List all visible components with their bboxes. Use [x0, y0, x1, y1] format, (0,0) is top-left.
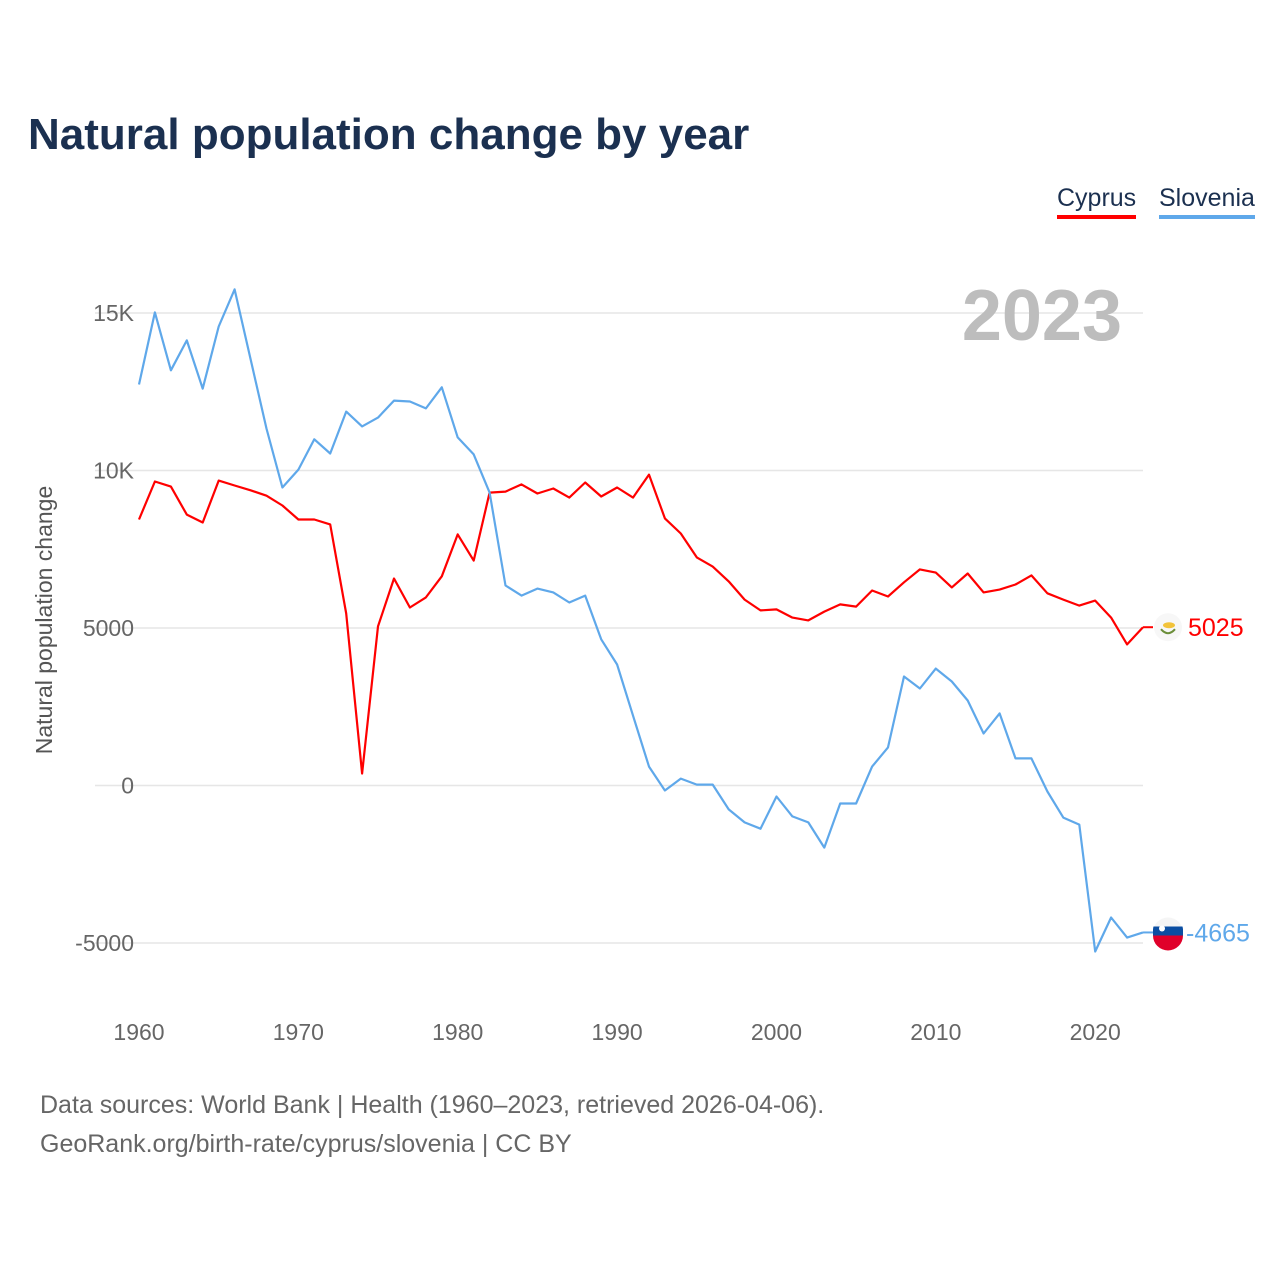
flag-blue-top: [1153, 926, 1183, 930]
y-tick-label: -5000: [75, 930, 134, 956]
x-tick-label: 2000: [751, 1019, 802, 1045]
y-tick-label: 5000: [83, 615, 134, 641]
slovenia-flag-icon: [1153, 917, 1183, 951]
x-tick-label: 1980: [432, 1019, 483, 1045]
y-tick-label: 10K: [93, 458, 135, 484]
end-value-label-cyprus: 5025: [1188, 614, 1244, 642]
flag-coat-of-arms: [1159, 925, 1165, 932]
cyprus-flag-icon: [1154, 613, 1182, 642]
footer-sources: Data sources: World Bank | Health (1960–…: [40, 1091, 825, 1119]
footer-link[interactable]: GeoRank.org/birth-rate/cyprus/slovenia |…: [40, 1130, 572, 1158]
chart-title: Natural population change by year: [28, 110, 750, 159]
year-watermark: 2023: [962, 276, 1122, 356]
y-axis-label: Natural population change: [31, 486, 57, 755]
end-value-label-slovenia: -4665: [1186, 919, 1250, 947]
series-line-cyprus: [137, 473, 1144, 775]
series-line-slovenia: [137, 288, 1144, 953]
flag-island: [1163, 622, 1175, 629]
y-tick-label: 0: [121, 773, 134, 799]
legend-item-slovenia[interactable]: Slovenia: [1159, 184, 1255, 219]
footer: Data sources: World Bank | Health (1960–…: [40, 1086, 824, 1164]
x-tick-label: 1960: [113, 1019, 164, 1045]
y-tick-label: 15K: [93, 300, 135, 326]
flag-olive-branches: [1160, 628, 1176, 635]
x-tick-label: 2010: [910, 1019, 961, 1045]
x-tick-label: 1990: [592, 1019, 643, 1045]
x-tick-label: 1970: [273, 1019, 324, 1045]
legend-item-cyprus[interactable]: Cyprus: [1057, 184, 1137, 219]
flag-blue: [1153, 929, 1183, 936]
x-tick-label: 2020: [1070, 1019, 1121, 1045]
flag-red: [1153, 935, 1183, 951]
